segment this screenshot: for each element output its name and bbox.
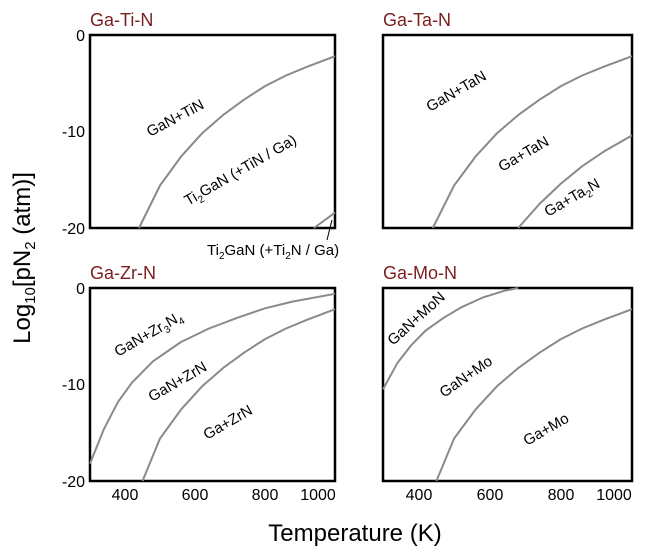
region-label-ga-zrn: Ga+ZrN [201, 402, 256, 444]
region-label-gan-tin: GaN+TiN [144, 96, 207, 140]
panel-title-ga-ta-n: Ga-Ta-N [383, 10, 451, 30]
phase-boundary-ga-ta-n-1 [431, 55, 633, 229]
region-label-ga-tan: Ga+TaN [496, 133, 553, 175]
y-tick-label-bottom-20: -20 [62, 474, 85, 491]
phase-boundary-ga-ti-n-2 [313, 211, 336, 229]
y-tick-label-top-0: 0 [76, 28, 85, 45]
phase-boundary-ga-zr-n-2 [141, 308, 336, 482]
y-tick-label-top-10: -10 [62, 124, 85, 141]
x-tick-label-left-600: 600 [182, 487, 209, 504]
x-tick-label-right-1000: 1000 [596, 487, 632, 504]
region-label-ga-mo: Ga+Mo [521, 410, 572, 450]
panel-title-ga-mo-n: Ga-Mo-N [383, 263, 457, 283]
phase-boundary-ga-ta-n-2 [517, 134, 633, 229]
y-tick-label-top-20: -20 [62, 221, 85, 238]
region-label-ti2gan-ti2n-ga: Ti2GaN (+Ti2N / Ga) [207, 242, 339, 262]
panel-title-ga-zr-n: Ga-Zr-N [90, 263, 156, 283]
phase-boundary-ga-mo-n-1 [382, 287, 519, 390]
region-label-ga-ta2n: Ga+Ta2N [542, 175, 605, 223]
y-tick-label-bottom-0: 0 [76, 281, 85, 298]
panel-frame-ga-ta-n [381, 33, 634, 230]
phase-boundary-ga-zr-n-1 [89, 292, 336, 464]
region-label-gan-mo: GaN+Mo [437, 353, 496, 402]
x-tick-label-left-400: 400 [112, 487, 139, 504]
panel-frame-ga-ti-n [88, 33, 337, 230]
y-tick-label-bottom-10: -10 [62, 377, 85, 394]
region-label-ti2gan-tin-ga: Ti2GaN (+TiN / Ga) [182, 131, 302, 212]
x-tick-label-right-400: 400 [406, 487, 433, 504]
x-tick-label-right-600: 600 [477, 487, 504, 504]
x-tick-label-left-800: 800 [252, 487, 279, 504]
phase-boundary-ga-mo-n-2 [435, 308, 633, 482]
region-label-gan-zr3n4: GaN+Zr3N4 [112, 308, 188, 363]
x-tick-label-left-1000: 1000 [300, 487, 336, 504]
panel-frame-ga-mo-n [381, 286, 634, 483]
panel-title-ga-ti-n: Ga-Ti-N [90, 10, 153, 30]
curves-layer [89, 55, 633, 482]
x-axis-label: Temperature (K) [268, 520, 441, 547]
y-axis-label: Log10[pN2 (atm)] [9, 172, 39, 344]
region-label-pointer [326, 219, 333, 241]
region-label-gan-tan: GaN+TaN [424, 68, 490, 116]
panel-frame-ga-zr-n [88, 286, 337, 483]
region-label-gan-zrn: GaN+ZrN [146, 358, 210, 405]
x-tick-label-right-800: 800 [548, 487, 575, 504]
phase-boundary-ga-ti-n-1 [138, 55, 336, 229]
